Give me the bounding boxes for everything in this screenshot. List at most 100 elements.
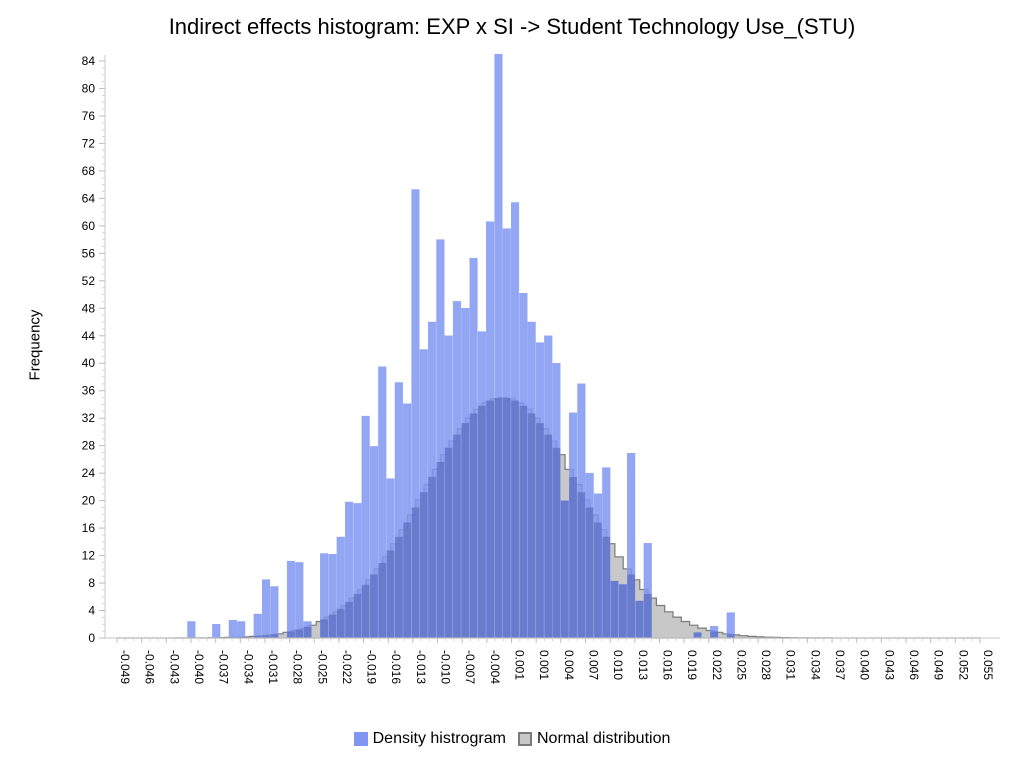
y-tick-label: 16 [82, 521, 96, 535]
axes: 0481216202428323640444852566064687276808… [82, 54, 1000, 684]
histogram-bar-overlap [610, 581, 619, 638]
histogram-bar-overlap [527, 413, 536, 638]
x-tick-label: -0.043 [167, 650, 181, 684]
histogram-bar[interactable] [212, 624, 221, 639]
histogram-bar-overlap [419, 492, 428, 638]
histogram-bar-overlap [569, 476, 577, 638]
histogram-bar-overlap [287, 631, 295, 638]
histogram-bar-overlap [428, 476, 436, 638]
x-tick-label: 0.016 [660, 650, 674, 680]
y-tick-label: 64 [82, 191, 96, 205]
histogram-bar-overlap [511, 400, 519, 638]
histogram-bar-overlap [370, 574, 378, 638]
y-tick-label: 28 [82, 439, 96, 453]
histogram-bar-overlap [478, 405, 486, 638]
histogram-bar-overlap [411, 507, 420, 638]
y-tick-label: 76 [82, 109, 96, 123]
histogram-bar[interactable] [270, 586, 279, 639]
y-tick-label: 32 [82, 411, 96, 425]
x-tick-label: -0.010 [439, 650, 453, 684]
x-tick-label: -0.022 [340, 650, 354, 684]
histogram-bar[interactable] [726, 612, 735, 639]
x-tick-label: -0.040 [192, 650, 206, 684]
histogram-bar-overlap [560, 500, 569, 638]
x-tick-label: 0.037 [833, 650, 847, 680]
histogram-bar-overlap [486, 400, 494, 638]
x-tick-label: 0.022 [710, 650, 724, 680]
histogram-bar-overlap [320, 619, 328, 638]
y-tick-label: 4 [88, 604, 95, 618]
x-tick-label: 0.010 [611, 650, 625, 680]
histogram-bars [187, 53, 735, 639]
histogram-bar-overlap [585, 507, 594, 638]
legend: Density histrogram Normal distribution [0, 730, 1024, 748]
histogram-bar[interactable] [286, 560, 296, 639]
histogram-bar-overlap [577, 492, 586, 638]
histogram-bar-overlap [693, 632, 702, 638]
x-tick-label: 0.052 [956, 650, 970, 680]
histogram-bar-overlap [544, 434, 553, 638]
histogram-bar[interactable] [262, 579, 271, 639]
histogram-bar-overlap [494, 397, 503, 638]
histogram-bar-overlap [453, 434, 461, 638]
x-tick-label: 0.013 [636, 650, 650, 680]
histogram-bar-overlap [444, 447, 453, 638]
y-tick-label: 72 [82, 136, 96, 150]
y-tick-label: 12 [82, 549, 96, 563]
histogram-bar-overlap [403, 522, 411, 638]
y-tick-label: 44 [82, 329, 96, 343]
histogram-bar[interactable] [228, 619, 237, 639]
y-tick-label: 80 [82, 81, 96, 95]
x-tick-label: 0.028 [759, 650, 773, 680]
x-tick-label: -0.016 [389, 650, 403, 684]
legend-label-normal: Normal distribution [536, 730, 671, 747]
x-tick-label: 0.019 [685, 650, 699, 680]
histogram-bar-overlap [336, 608, 345, 638]
y-tick-label: 52 [82, 274, 96, 288]
x-tick-label: 0.007 [586, 650, 600, 680]
histogram-bar[interactable] [253, 613, 262, 639]
x-tick-label: -0.007 [463, 650, 477, 684]
x-tick-label: 0.001 [513, 650, 527, 680]
histogram-bar-overlap [519, 405, 528, 638]
x-tick-label: 0.046 [907, 650, 921, 680]
legend-item-normal[interactable]: Normal distribution [517, 730, 671, 748]
y-tick-label: 36 [82, 384, 96, 398]
legend-item-histogram[interactable]: Density histrogram [353, 730, 506, 748]
chart-title: Indirect effects histogram: EXP x SI -> … [168, 14, 856, 39]
histogram-bar-overlap [295, 629, 304, 638]
histogram-bar-overlap [386, 550, 395, 638]
y-tick-label: 0 [88, 631, 95, 645]
histogram-bar-overlap [361, 584, 370, 638]
y-tick-label: 60 [82, 219, 96, 233]
x-tick-label: -0.037 [217, 650, 231, 684]
x-tick-label: -0.004 [488, 650, 502, 684]
y-tick-label: 56 [82, 246, 96, 260]
x-tick-label: -0.025 [315, 650, 329, 684]
x-tick-label: 0.025 [734, 650, 748, 680]
histogram-bar[interactable] [237, 621, 246, 639]
legend-swatch-histogram [353, 732, 368, 746]
histogram-bar-overlap [353, 593, 362, 638]
histogram-bar-overlap [328, 614, 337, 638]
histogram-bar-overlap [726, 634, 735, 638]
legend-label-histogram: Density histrogram [372, 730, 506, 747]
histogram-bar-overlap [627, 574, 635, 638]
histogram-bar-overlap [635, 600, 644, 638]
histogram-bar-overlap [303, 626, 312, 638]
x-tick-label: -0.046 [143, 650, 157, 684]
histogram-bar-overlap [395, 536, 403, 638]
histogram-bar-overlap [345, 601, 353, 638]
histogram-bar-overlap [536, 423, 544, 638]
y-tick-label: 8 [88, 576, 95, 590]
histogram-bar-overlap [552, 447, 561, 638]
x-tick-label: -0.049 [118, 650, 132, 684]
histogram-bar[interactable] [187, 621, 196, 639]
x-tick-label: -0.019 [365, 650, 379, 684]
histogram-bar-overlap [378, 563, 387, 638]
y-tick-label: 48 [82, 301, 96, 315]
legend-swatch-normal [517, 732, 532, 746]
histogram-bar[interactable] [295, 562, 304, 639]
y-tick-label: 84 [82, 54, 96, 68]
histogram-bar-overlap [469, 413, 478, 638]
